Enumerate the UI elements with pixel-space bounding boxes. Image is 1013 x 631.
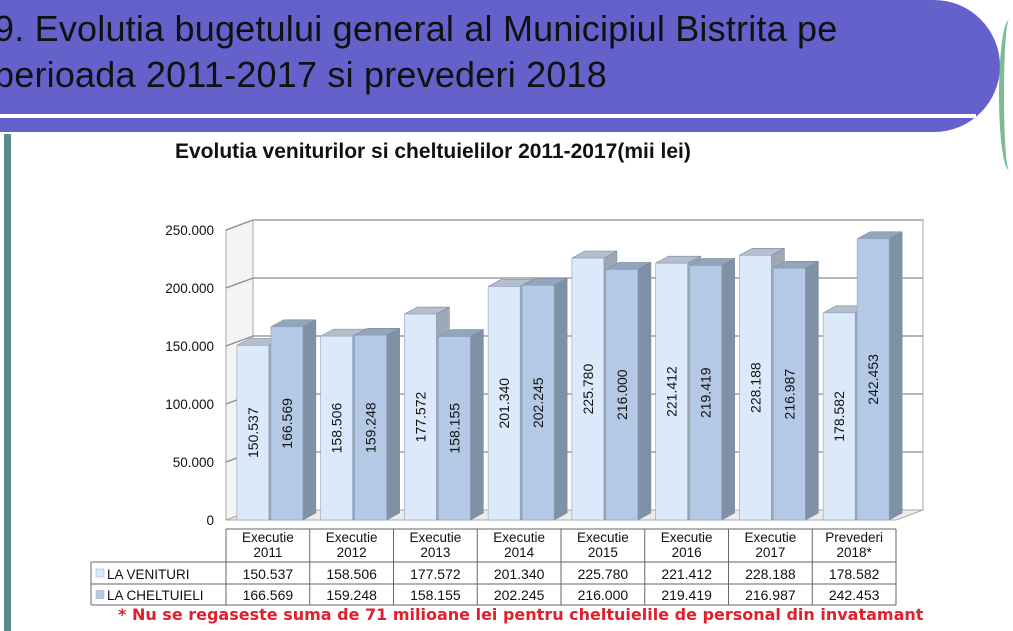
bar-value-label: 221.412 xyxy=(664,366,680,417)
x-tick-label: Executie xyxy=(493,530,545,545)
x-tick-label: Prevederi xyxy=(825,530,883,545)
table-value: 159.248 xyxy=(326,587,377,603)
bar-value-label: 150.537 xyxy=(245,407,261,458)
table-value: 178.582 xyxy=(829,566,880,582)
table-value: 158.155 xyxy=(410,587,461,603)
bar-value-label: 242.453 xyxy=(865,354,881,405)
table-value: 166.569 xyxy=(243,587,294,603)
bar-side xyxy=(302,319,317,521)
chart-title: Evolutia veniturilor si cheltuielilor 20… xyxy=(175,140,691,163)
bar-side xyxy=(553,277,568,521)
right-accent-arc xyxy=(999,20,1013,170)
title-underline xyxy=(0,114,976,118)
bar-side xyxy=(470,329,484,521)
y-tick-label: 200.000 xyxy=(165,281,214,296)
bar-venituri xyxy=(655,262,688,521)
table-value: 158.506 xyxy=(326,566,377,582)
x-tick-label: 2018* xyxy=(836,545,872,560)
slide-title: 9. Evolutia bugetului general al Municip… xyxy=(0,6,954,98)
bar-venituri xyxy=(236,345,270,521)
table-value: 201.340 xyxy=(494,566,545,582)
table-value: 219.419 xyxy=(661,587,712,603)
bar-venituri xyxy=(571,257,605,521)
bar-cheltuieli xyxy=(689,265,722,521)
bar-value-label: 225.780 xyxy=(580,364,596,415)
x-tick-label: 2013 xyxy=(420,545,450,560)
table-value: 216.987 xyxy=(745,587,796,603)
bar-value-label: 158.506 xyxy=(329,403,345,454)
legend-label: LA CHELTUIELI xyxy=(107,588,204,603)
y-tick-label: 0 xyxy=(206,513,214,528)
x-tick-label: 2011 xyxy=(253,545,282,560)
x-tick-label: 2015 xyxy=(588,545,618,560)
bar-venituri xyxy=(822,312,856,521)
bar-value-label: 201.340 xyxy=(496,378,512,429)
bar-side xyxy=(888,231,903,521)
bar-side xyxy=(386,327,400,521)
table-value: 242.453 xyxy=(829,587,880,603)
bar-value-label: 216.000 xyxy=(614,369,630,420)
bar-value-label: 178.582 xyxy=(831,391,847,442)
y-tick-label: 250.000 xyxy=(165,223,214,238)
x-tick-label: 2016 xyxy=(672,545,702,560)
table-value: 202.245 xyxy=(494,587,545,603)
bar-value-label: 202.245 xyxy=(530,377,546,428)
bar-value-label: 219.419 xyxy=(698,367,714,418)
bar-venituri xyxy=(404,313,437,521)
bar-cheltuieli xyxy=(856,238,890,521)
x-tick-label: 2012 xyxy=(337,545,367,560)
x-tick-label: Executie xyxy=(326,530,378,545)
x-tick-label: Executie xyxy=(577,530,629,545)
x-tick-label: Executie xyxy=(409,530,461,545)
bar-cheltuieli xyxy=(521,285,555,521)
y-tick-label: 100.000 xyxy=(165,397,214,412)
bar-cheltuieli xyxy=(270,326,304,521)
y-gridline xyxy=(225,219,923,231)
y-tick-label: 150.000 xyxy=(165,339,214,354)
x-tick-label: 2014 xyxy=(504,545,535,560)
table-value: 150.537 xyxy=(243,566,294,582)
x-tick-label: Executie xyxy=(242,530,294,545)
bar-venituri xyxy=(320,335,353,521)
footnote: * Nu se regaseste suma de 71 milioane le… xyxy=(118,605,924,624)
bar-value-label: 159.248 xyxy=(363,402,379,453)
bar-value-label: 228.188 xyxy=(747,362,763,413)
bar-value-label: 166.569 xyxy=(279,398,295,449)
y-tick-label: 50.000 xyxy=(173,455,214,470)
bar-cheltuieli xyxy=(773,267,806,521)
bar-side xyxy=(721,257,735,521)
x-tick-label: Executie xyxy=(661,530,713,545)
slide-title-line-2: perioada 2011-2017 si prevederi 2018 xyxy=(0,54,607,95)
table-value: 216.000 xyxy=(578,587,629,603)
bar-side xyxy=(637,261,652,521)
bar-side xyxy=(805,260,819,521)
legend-swatch xyxy=(95,590,105,599)
x-tick-label: Executie xyxy=(744,530,796,545)
bar-cheltuieli xyxy=(438,336,471,521)
table-value: 221.412 xyxy=(661,566,712,582)
bar-value-label: 177.572 xyxy=(412,391,428,442)
legend-label: LA VENITURI xyxy=(107,567,190,582)
slide-title-line-1: 9. Evolutia bugetului general al Municip… xyxy=(0,8,838,49)
legend-swatch xyxy=(95,568,105,578)
bar-venituri xyxy=(739,255,772,521)
bar-value-label: 216.987 xyxy=(781,369,797,420)
title-banner xyxy=(0,0,1000,132)
table-value: 177.572 xyxy=(410,566,461,582)
table-value: 225.780 xyxy=(578,566,629,582)
bar-value-label: 158.155 xyxy=(446,403,462,454)
bar-venituri xyxy=(487,286,521,521)
left-accent-bar xyxy=(4,134,11,631)
x-tick-label: 2017 xyxy=(755,545,785,560)
table-value: 228.188 xyxy=(745,566,796,582)
bar-cheltuieli xyxy=(605,269,639,521)
bar-cheltuieli xyxy=(354,334,387,521)
